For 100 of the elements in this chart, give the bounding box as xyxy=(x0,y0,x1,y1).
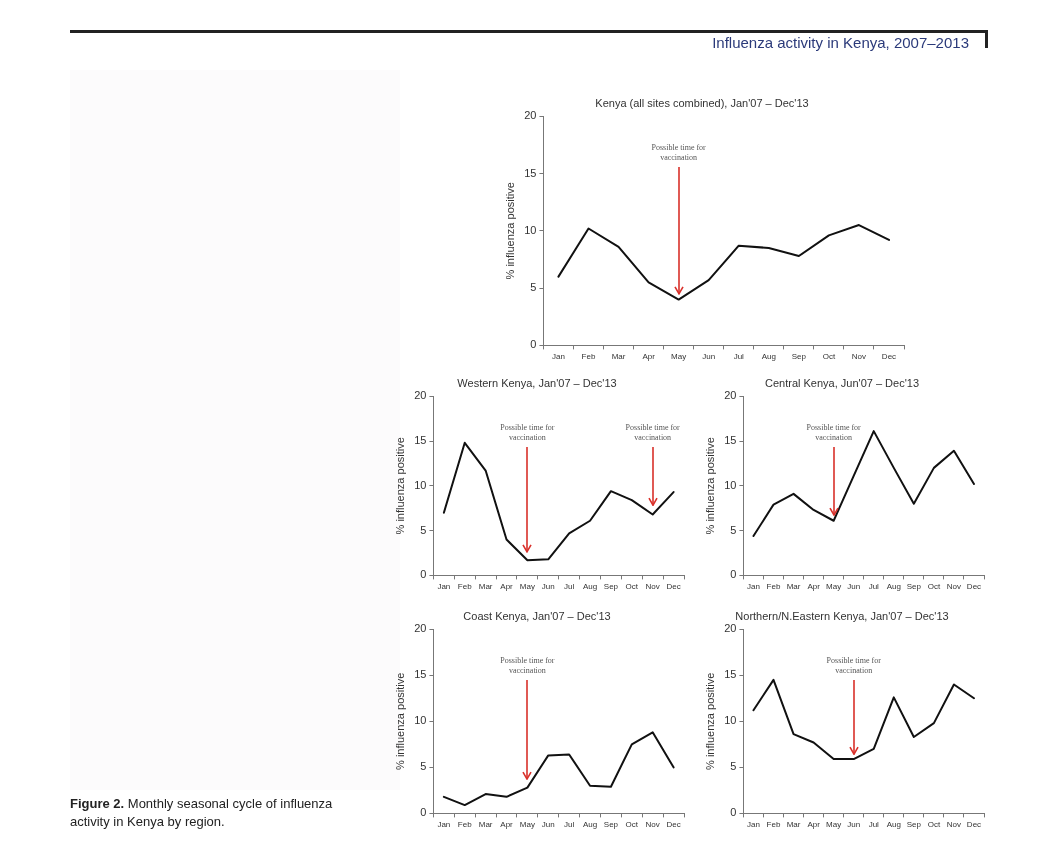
y-tick-label: 0 xyxy=(420,568,427,581)
y-tick-label: 0 xyxy=(530,338,537,351)
x-tick-label: Jul xyxy=(733,352,745,362)
y-axis-title: % influenza positive xyxy=(393,437,406,535)
y-tick-label: 15 xyxy=(724,668,737,681)
x-tick-label: Mar xyxy=(786,820,801,830)
x-tick-label: Jun xyxy=(541,820,555,830)
x-tick-label: Nov xyxy=(645,582,660,592)
y-tick-label: 10 xyxy=(414,478,427,491)
x-tick-label: May xyxy=(826,582,842,592)
y-tick-label: 10 xyxy=(414,714,427,727)
x-tick-label: Aug xyxy=(886,582,901,592)
y-tick-label: 20 xyxy=(524,109,537,122)
x-tick-label: Jul xyxy=(564,582,575,592)
x-tick-label: Apr xyxy=(807,582,821,592)
x-tick-label: Jun xyxy=(541,582,555,592)
x-tick-label: Jul xyxy=(868,820,880,830)
y-tick-label: 5 xyxy=(730,760,737,773)
x-tick-label: Feb xyxy=(457,820,473,830)
x-tick-label: Mar xyxy=(611,352,626,362)
y-axis-title: % influenza positive xyxy=(393,672,406,770)
x-tick-label: Sep xyxy=(603,820,619,830)
annotation: Possible time for vaccination xyxy=(826,656,882,676)
x-tick-label: Dec xyxy=(881,352,897,362)
text: Influenza activity in Kenya, 2007–2013 xyxy=(712,34,969,51)
y-axis-title: % influenza positive xyxy=(703,437,716,535)
y-tick-label: 0 xyxy=(420,806,427,819)
x-tick-label: Feb xyxy=(457,582,473,592)
y-tick-label: 0 xyxy=(730,806,737,819)
annotation: Possible time for vaccination xyxy=(500,656,555,676)
y-tick-label: 20 xyxy=(724,622,737,635)
x-tick-label: Jun xyxy=(847,582,861,592)
annotation: Possible time for vaccination xyxy=(625,423,681,443)
chart-title: Northern/N.Eastern Kenya, Jan'07 – Dec'13 xyxy=(735,609,949,622)
x-tick-label: May xyxy=(826,820,842,830)
x-tick-label: Jun xyxy=(702,352,716,362)
x-tick-label: Nov xyxy=(946,820,962,830)
x-tick-label: Mar xyxy=(478,582,493,592)
y-tick-label: 10 xyxy=(724,478,737,491)
y-tick-label: 10 xyxy=(724,714,737,727)
x-tick-label: Jan xyxy=(747,820,760,830)
x-tick-label: Oct xyxy=(927,820,941,830)
y-tick-label: 20 xyxy=(724,389,737,402)
y-tick-label: 15 xyxy=(724,434,737,447)
y-tick-label: 5 xyxy=(530,281,537,294)
x-tick-label: Jan xyxy=(437,820,451,830)
x-tick-label: Feb xyxy=(766,582,781,592)
x-tick-label: Jan xyxy=(552,352,565,362)
x-tick-label: Mar xyxy=(786,582,801,592)
x-tick-label: May xyxy=(671,352,687,362)
x-tick-label: Sep xyxy=(603,582,619,592)
x-tick-label: Dec xyxy=(666,582,681,592)
caption: Figure 2. Monthly seasonal cycle of influenza activity in Kenya by region. xyxy=(70,795,334,831)
y-axis-title: % influenza positive xyxy=(703,672,716,770)
x-tick-label: Feb xyxy=(766,820,781,830)
x-tick-label: Aug xyxy=(886,820,901,830)
x-tick-label: Oct xyxy=(625,820,639,830)
x-tick-label: Sep xyxy=(906,820,922,830)
x-tick-label: Oct xyxy=(625,582,639,592)
x-tick-label: Oct xyxy=(927,582,941,592)
x-tick-label: Jan xyxy=(437,582,451,592)
x-tick-label: Dec xyxy=(966,820,982,830)
y-tick-label: 20 xyxy=(414,389,427,402)
x-tick-label: May xyxy=(519,582,535,592)
x-tick-label: Oct xyxy=(822,352,836,362)
chart-title: Kenya (all sites combined), Jan'07 – Dec'13 xyxy=(595,96,809,109)
y-axis-title: % influenza positive xyxy=(503,182,516,280)
annotation: Possible time for vaccination xyxy=(806,423,862,443)
y-tick-label: 5 xyxy=(420,760,427,773)
x-tick-label: Jun xyxy=(847,820,861,830)
y-tick-label: 15 xyxy=(414,434,427,447)
x-tick-label: Nov xyxy=(645,820,660,830)
x-tick-label: Dec xyxy=(966,582,982,592)
x-tick-label: Jul xyxy=(564,820,575,830)
x-tick-label: Jan xyxy=(747,582,760,592)
annotation: Possible time for vaccination xyxy=(651,143,707,163)
x-tick-label: Nov xyxy=(946,582,962,592)
chart-title: Coast Kenya, Jan'07 – Dec'13 xyxy=(463,609,611,622)
annotation: Possible time for vaccination xyxy=(500,423,555,443)
x-tick-label: Apr xyxy=(500,582,514,592)
x-tick-label: Apr xyxy=(500,820,514,830)
x-tick-label: Aug xyxy=(761,352,776,362)
x-tick-label: Feb xyxy=(581,352,596,362)
x-tick-label: Aug xyxy=(582,820,598,830)
x-tick-label: Jul xyxy=(868,582,880,592)
x-tick-label: Mar xyxy=(478,820,493,830)
x-tick-label: May xyxy=(519,820,535,830)
x-tick-label: Apr xyxy=(642,352,656,362)
chart-title: Central Kenya, Jun'07 – Dec'13 xyxy=(764,376,920,389)
x-tick-label: Apr xyxy=(807,820,821,830)
y-tick-label: 10 xyxy=(524,223,537,236)
y-tick-label: 15 xyxy=(524,166,537,179)
x-tick-label: Sep xyxy=(906,582,922,592)
y-tick-label: 5 xyxy=(730,523,737,536)
chart-title: Western Kenya, Jan'07 – Dec'13 xyxy=(457,376,617,389)
y-tick-label: 5 xyxy=(420,523,427,536)
x-tick-label: Sep xyxy=(791,352,807,362)
x-tick-label: Aug xyxy=(582,582,598,592)
x-tick-label: Nov xyxy=(851,352,867,362)
y-tick-label: 0 xyxy=(730,568,737,581)
